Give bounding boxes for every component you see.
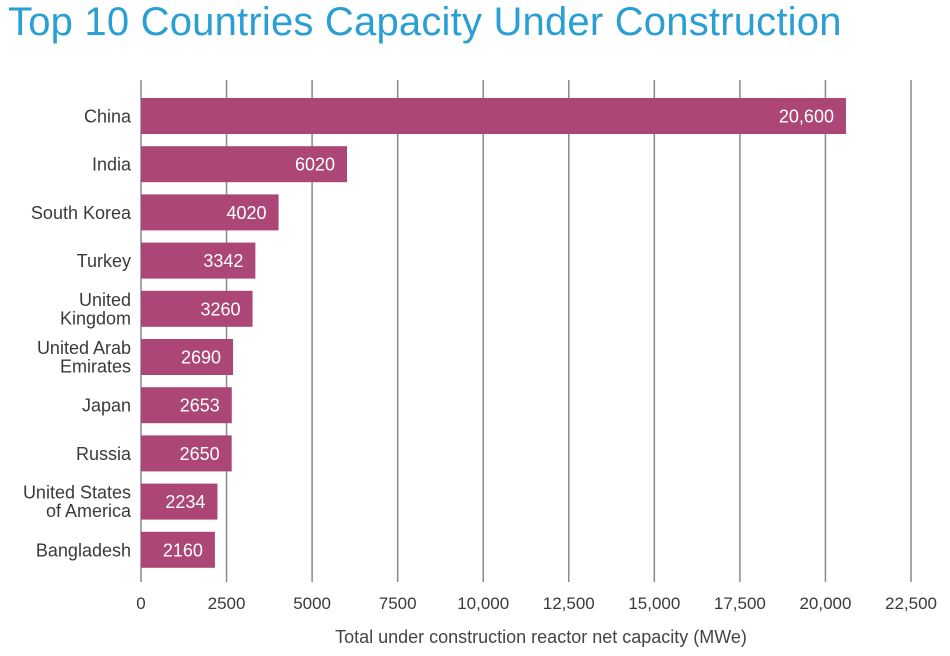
category-labels: China India South Korea Turkey United Kingdom… <box>23 107 132 561</box>
x-tick-label: 0 <box>136 594 145 613</box>
category-label: United Kingdom <box>60 290 131 329</box>
data-label: 6020 <box>295 155 335 175</box>
category-label: China <box>84 107 132 127</box>
bar <box>141 483 218 520</box>
x-tick-label: 12,500 <box>543 594 595 613</box>
bar <box>141 98 846 134</box>
x-tick-label: 15,000 <box>628 594 680 613</box>
chart-title: Top 10 Countries Capacity Under Construc… <box>8 0 842 44</box>
data-label: 4020 <box>227 203 267 223</box>
x-tick-label: 10,000 <box>457 594 509 613</box>
category-label: United Arab Emirates <box>37 338 131 377</box>
bar <box>141 194 279 231</box>
category-label: Turkey <box>77 251 131 271</box>
category-label: Japan <box>82 396 131 416</box>
category-label: South Korea <box>31 203 132 223</box>
bar <box>141 339 234 375</box>
x-tick-label: 2500 <box>208 594 246 613</box>
category-label: Bangladesh <box>36 540 131 560</box>
data-label: 2234 <box>165 492 205 512</box>
x-axis-title: Total under construction reactor net cap… <box>335 627 747 647</box>
category-label: India <box>92 155 132 175</box>
bars <box>141 98 846 568</box>
bar <box>141 387 232 424</box>
data-label: 2653 <box>180 396 220 416</box>
data-label: 3260 <box>201 299 241 319</box>
category-label: Russia <box>76 444 132 464</box>
data-label: 3342 <box>203 251 243 271</box>
bar <box>141 146 348 183</box>
x-tick-labels: 0 2500 5000 7500 10,000 12,500 15,000 17,500 20,… <box>136 594 937 613</box>
bar <box>141 290 253 327</box>
x-tick-label: 5000 <box>293 594 331 613</box>
x-tick-label: 7500 <box>379 594 417 613</box>
x-tick-label: 17,500 <box>714 594 766 613</box>
data-label: 2650 <box>180 444 220 464</box>
x-tick-label: 20,000 <box>799 594 851 613</box>
data-label: 2160 <box>163 540 203 560</box>
data-label: 2690 <box>181 348 221 368</box>
value-labels: 20,600 6020 4020 3342 3260 2690 2653 2650 2234 21… <box>163 107 834 561</box>
category-label: United States of America <box>23 483 132 521</box>
bar <box>141 531 215 568</box>
bar <box>141 435 232 472</box>
data-label: 20,600 <box>779 107 834 127</box>
x-tick-label: 22,500 <box>885 594 937 613</box>
bar <box>141 242 256 279</box>
